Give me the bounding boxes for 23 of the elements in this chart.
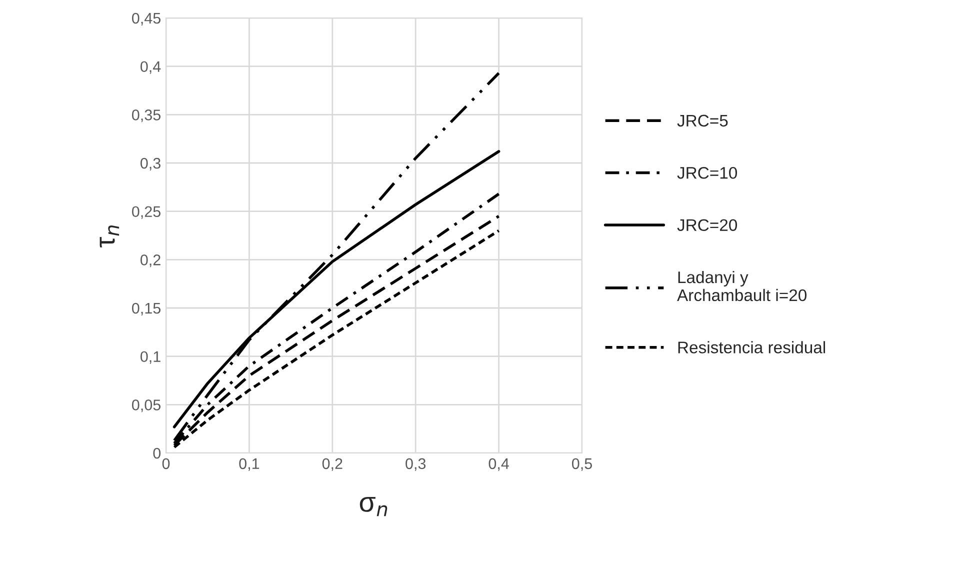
- x-tick-label: 0: [162, 458, 170, 470]
- legend-label: JRC=5: [677, 114, 728, 127]
- legend-label: Resistencia residual: [678, 341, 826, 354]
- y-tick-label: 0,05: [132, 400, 160, 412]
- y-tick-label: 0,45: [132, 12, 160, 26]
- y-tick-label: 0,25: [132, 206, 160, 219]
- y-axis-title: τ$_{n}$: [100, 225, 120, 248]
- x-tick-label: 0,5: [572, 458, 592, 471]
- x-tick-label: 0,3: [406, 458, 426, 471]
- y-tick-label: 0: [153, 448, 161, 459]
- legend-label: JRC=10: [677, 166, 738, 179]
- x-axis-title: σ$_{n}$: [360, 496, 388, 516]
- y-tick-label: 0,1: [140, 351, 160, 364]
- y-tick-label: 0,2: [140, 254, 160, 268]
- y-tick-label: 0,35: [132, 110, 160, 122]
- x-tick-label: 0,2: [322, 458, 342, 471]
- x-tick-label: 0,1: [239, 458, 260, 471]
- x-tick-label: 0,4: [488, 458, 509, 471]
- y-tick-label: 0,4: [140, 61, 161, 74]
- legend-label: Ladanyi y Archambault i=20: [677, 270, 806, 302]
- y-tick-label: 0,3: [140, 158, 160, 170]
- legend-label: JRC=20: [677, 219, 738, 231]
- y-tick-label: 0,15: [132, 302, 160, 316]
